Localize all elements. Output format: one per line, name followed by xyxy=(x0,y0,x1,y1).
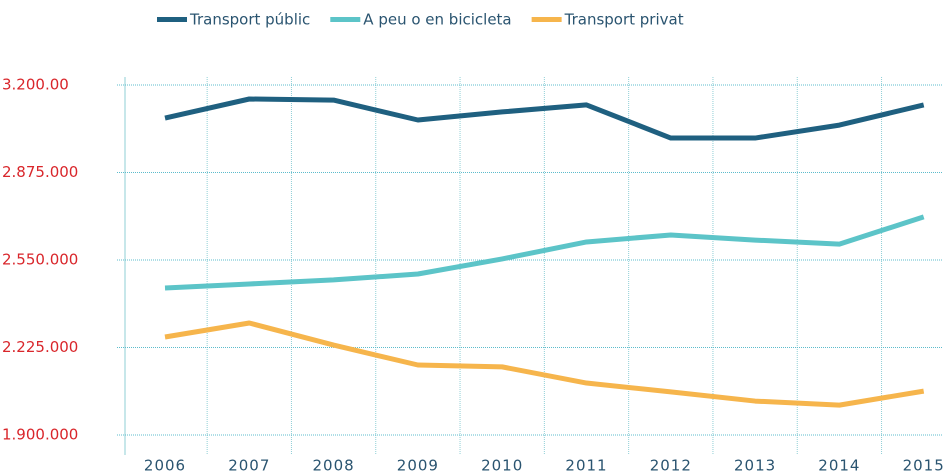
y-tick-label: 2.875.000 xyxy=(2,163,78,181)
x-tick-label: 2011 xyxy=(565,457,607,475)
x-tick-label: 2012 xyxy=(650,457,692,475)
x-tick-label: 2014 xyxy=(818,457,860,475)
series-line xyxy=(164,96,925,141)
x-tick-label: 2013 xyxy=(734,457,776,475)
legend-label: Transport públic xyxy=(189,11,310,29)
legend-swatch xyxy=(330,17,361,22)
x-tick-label: 2009 xyxy=(397,457,439,475)
series-line xyxy=(164,320,925,408)
x-tick-label: 2006 xyxy=(144,457,186,475)
x-tick-label: 2010 xyxy=(481,457,523,475)
y-tick-label: 2.550.000 xyxy=(2,251,78,269)
legend-swatch xyxy=(531,17,562,22)
legend-label: Transport privat xyxy=(564,11,684,29)
x-tick-label: 2007 xyxy=(228,457,270,475)
y-tick-label: 2.225.000 xyxy=(2,338,78,356)
legend-label: A peu o en bicicleta xyxy=(363,11,511,29)
x-tick-label: 2008 xyxy=(313,457,355,475)
y-tick-label: 1.900.000 xyxy=(2,426,78,444)
series-line xyxy=(164,214,925,291)
legend-swatch xyxy=(157,17,187,22)
x-tick-label: 2015 xyxy=(903,457,943,475)
y-tick-label: 3.200.00 xyxy=(2,76,69,94)
